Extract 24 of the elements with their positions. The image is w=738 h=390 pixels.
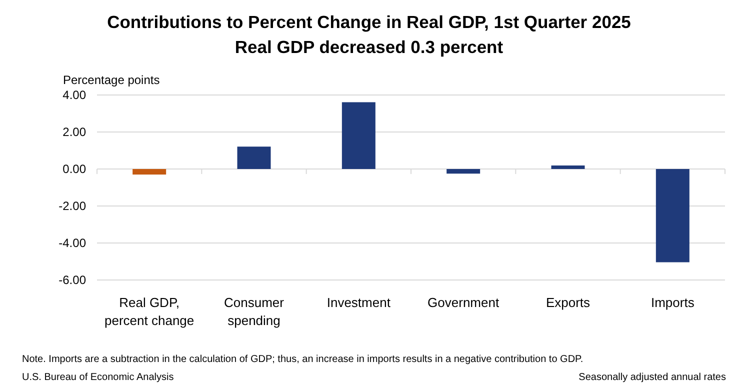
x-tick-label: Exports	[546, 295, 591, 310]
bar	[342, 102, 376, 169]
chart-subtitle: Real GDP decreased 0.3 percent	[234, 37, 504, 57]
y-tick-label: 0.00	[62, 162, 86, 176]
y-tick-label: -6.00	[58, 273, 86, 288]
text: U.S. Bureau of Economic Analysis	[22, 372, 174, 383]
y-tick-label: -2.00	[58, 199, 86, 214]
x-tick-label: Consumer spending	[224, 295, 285, 328]
x-tick-label: Real GDP, percent change	[104, 295, 194, 328]
bar	[551, 165, 585, 169]
bar	[132, 169, 166, 175]
text: Note. Imports are a subtraction in the calculation of GDP; thus, an increase in imports results in a negative contribution to GDP.	[22, 354, 584, 365]
y-axis-title: Percentage points	[63, 73, 160, 87]
text: Seasonally adjusted annual rates	[578, 372, 726, 383]
y-tick-label: 4.00	[62, 88, 86, 102]
bar	[237, 146, 271, 169]
y-tick-label: -4.00	[58, 236, 86, 250]
x-tick-label: Investment	[326, 295, 391, 310]
chart-title: Contributions to Percent Change in Real GDP, 1st Quarter 2025	[107, 12, 632, 32]
x-tick-label: Government	[428, 295, 500, 310]
y-tick-label: 2.00	[62, 125, 86, 140]
bar	[446, 169, 480, 174]
bar	[656, 169, 690, 262]
x-tick-label: Imports	[650, 295, 695, 310]
